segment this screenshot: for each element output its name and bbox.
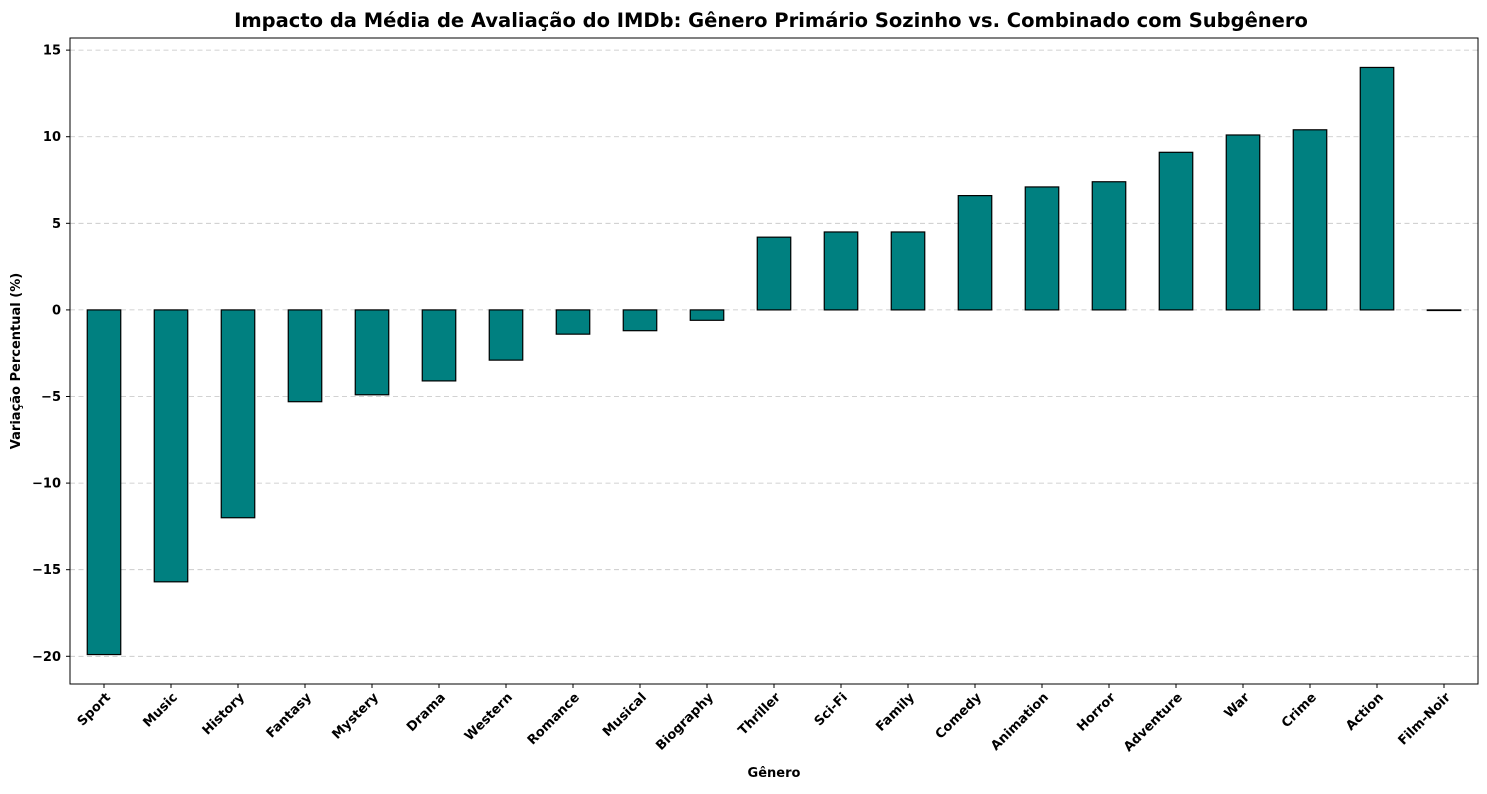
grid-lines [70, 49, 1478, 657]
plot-frame [69, 37, 1479, 685]
x-tick-label: Horror [1074, 690, 1119, 735]
bar-drama [421, 309, 457, 382]
bar-film-noir [1426, 309, 1462, 312]
y-axis-label: Variação Percentual (%) [9, 273, 24, 449]
bar-mystery [354, 309, 390, 396]
y-tick-label: −15 [32, 563, 61, 578]
bar-music [153, 309, 189, 583]
bars [86, 66, 1462, 656]
x-tick-label: Thriller [736, 690, 785, 739]
bar-sport [86, 309, 122, 656]
x-tick-label: Film-Noir [1396, 690, 1455, 749]
x-axis: Sport Music History Fantasy Mystery Drama West… [75, 684, 1454, 755]
bar-sci-fi [823, 231, 859, 311]
bar-horror [1091, 181, 1127, 311]
x-tick-label: Drama [404, 690, 449, 735]
x-tick-label: Biography [653, 690, 717, 754]
bar-action [1359, 66, 1395, 311]
y-tick-label: −5 [41, 390, 61, 405]
x-tick-label: Musical [600, 690, 650, 740]
bar-thriller [756, 236, 792, 311]
bar-romance [555, 309, 591, 335]
x-tick-label: Fantasy [264, 690, 316, 742]
x-tick-label: Action [1343, 690, 1387, 734]
y-tick-label: 5 [52, 217, 61, 232]
y-tick-label: 0 [52, 303, 61, 318]
x-tick-label: Romance [525, 690, 583, 748]
x-tick-label: War [1222, 690, 1254, 722]
bar-war [1225, 134, 1261, 311]
chart-title: Impacto da Média de Avaliação do IMDb: G… [234, 9, 1308, 32]
x-tick-label: Animation [988, 690, 1052, 754]
x-tick-label: Sport [75, 690, 114, 729]
bar-musical [622, 309, 658, 332]
y-tick-label: −10 [32, 477, 61, 492]
y-tick-label: −20 [32, 650, 61, 665]
x-tick-label: Sci-Fi [812, 690, 851, 729]
x-tick-label: Adventure [1121, 690, 1186, 755]
x-tick-label: Western [462, 690, 516, 744]
x-axis-label: Gênero [748, 766, 801, 781]
bar-comedy [957, 195, 993, 311]
x-tick-label: History [200, 690, 249, 739]
bar-crime [1292, 129, 1328, 311]
x-tick-label: Comedy [933, 690, 985, 742]
y-axis: −20 −15 −10 −5 0 5 10 15 [32, 44, 70, 665]
bar-biography [689, 309, 725, 321]
bar-family [890, 231, 926, 311]
bar-adventure [1158, 151, 1194, 311]
x-tick-label: Family [873, 690, 918, 735]
x-tick-label: Mystery [329, 690, 382, 743]
bar-history [220, 309, 256, 519]
bar-fantasy [287, 309, 323, 403]
y-tick-label: 10 [43, 130, 61, 145]
y-tick-label: 15 [43, 44, 61, 59]
bar-western [488, 309, 524, 361]
x-tick-label: Music [140, 690, 180, 730]
bar-animation [1024, 186, 1060, 311]
x-tick-label: Crime [1279, 690, 1320, 731]
